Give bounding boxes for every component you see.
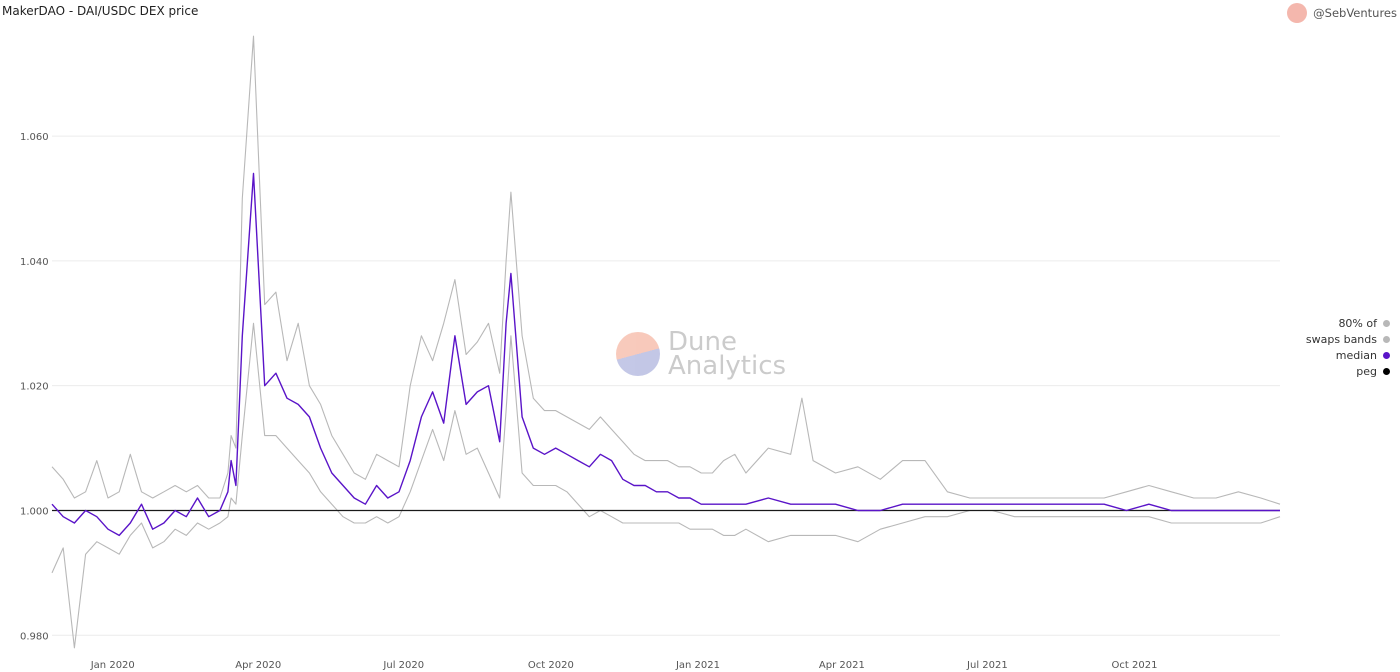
watermark-line-2: Analytics	[668, 351, 787, 381]
series-layer	[51, 35, 1281, 649]
y-tick-label: 1.020	[20, 382, 49, 393]
legend-item-peg[interactable]: peg	[1356, 364, 1390, 378]
legend-label: 80% of	[1338, 316, 1377, 330]
legend-item-band-1[interactable]: 80% of	[1338, 316, 1390, 330]
legend-item-median[interactable]: median	[1336, 348, 1390, 362]
author-name[interactable]: @SebVentures	[1313, 6, 1397, 20]
legend-dot-icon	[1383, 319, 1390, 327]
legend-label: swaps bands	[1305, 332, 1377, 346]
x-tick-label: Oct 2020	[528, 660, 574, 671]
avatar	[1287, 3, 1308, 23]
legend-label: median	[1335, 348, 1377, 362]
y-tick-label: 0.980	[20, 631, 49, 642]
x-tick-label: Apr 2021	[819, 660, 865, 671]
x-tick-label: Oct 2021	[1112, 660, 1158, 671]
legend-dot-icon	[1383, 335, 1390, 343]
upper-band-line	[51, 35, 1281, 505]
legend-dot-icon	[1383, 351, 1390, 359]
y-axis: 0.980 1.000 1.020 1.040 1.060	[20, 132, 49, 642]
watermark-line-1: Dune	[668, 327, 737, 357]
legend: 80% of swaps bands median peg	[1306, 316, 1390, 378]
x-tick-label: Jul 2020	[382, 660, 424, 671]
gridlines	[52, 135, 1280, 636]
y-tick-label: 1.000	[20, 506, 49, 517]
median-series-line	[51, 172, 1280, 537]
x-tick-label: Jan 2020	[90, 660, 135, 671]
chart-title: MakerDAO - DAI/USDC DEX price	[2, 4, 199, 18]
dune-logo-icon	[616, 332, 660, 376]
dune-analytics-watermark: Dune Analytics	[616, 327, 787, 381]
lower-band-line	[51, 322, 1281, 649]
x-tick-label: Jul 2021	[966, 660, 1008, 671]
legend-item-band-2[interactable]: swaps bands	[1306, 332, 1390, 346]
author-badge[interactable]: @SebVentures	[1287, 2, 1397, 24]
y-tick-label: 1.040	[20, 257, 49, 268]
legend-dot-icon	[1383, 367, 1390, 375]
x-tick-label: Jan 2021	[675, 660, 720, 671]
x-tick-label: Apr 2020	[235, 660, 281, 671]
y-tick-label: 1.060	[20, 132, 49, 143]
x-axis: Jan 2020 Apr 2020 Jul 2020 Oct 2020 Jan 2021…	[90, 660, 1158, 671]
legend-label: peg	[1356, 364, 1377, 378]
